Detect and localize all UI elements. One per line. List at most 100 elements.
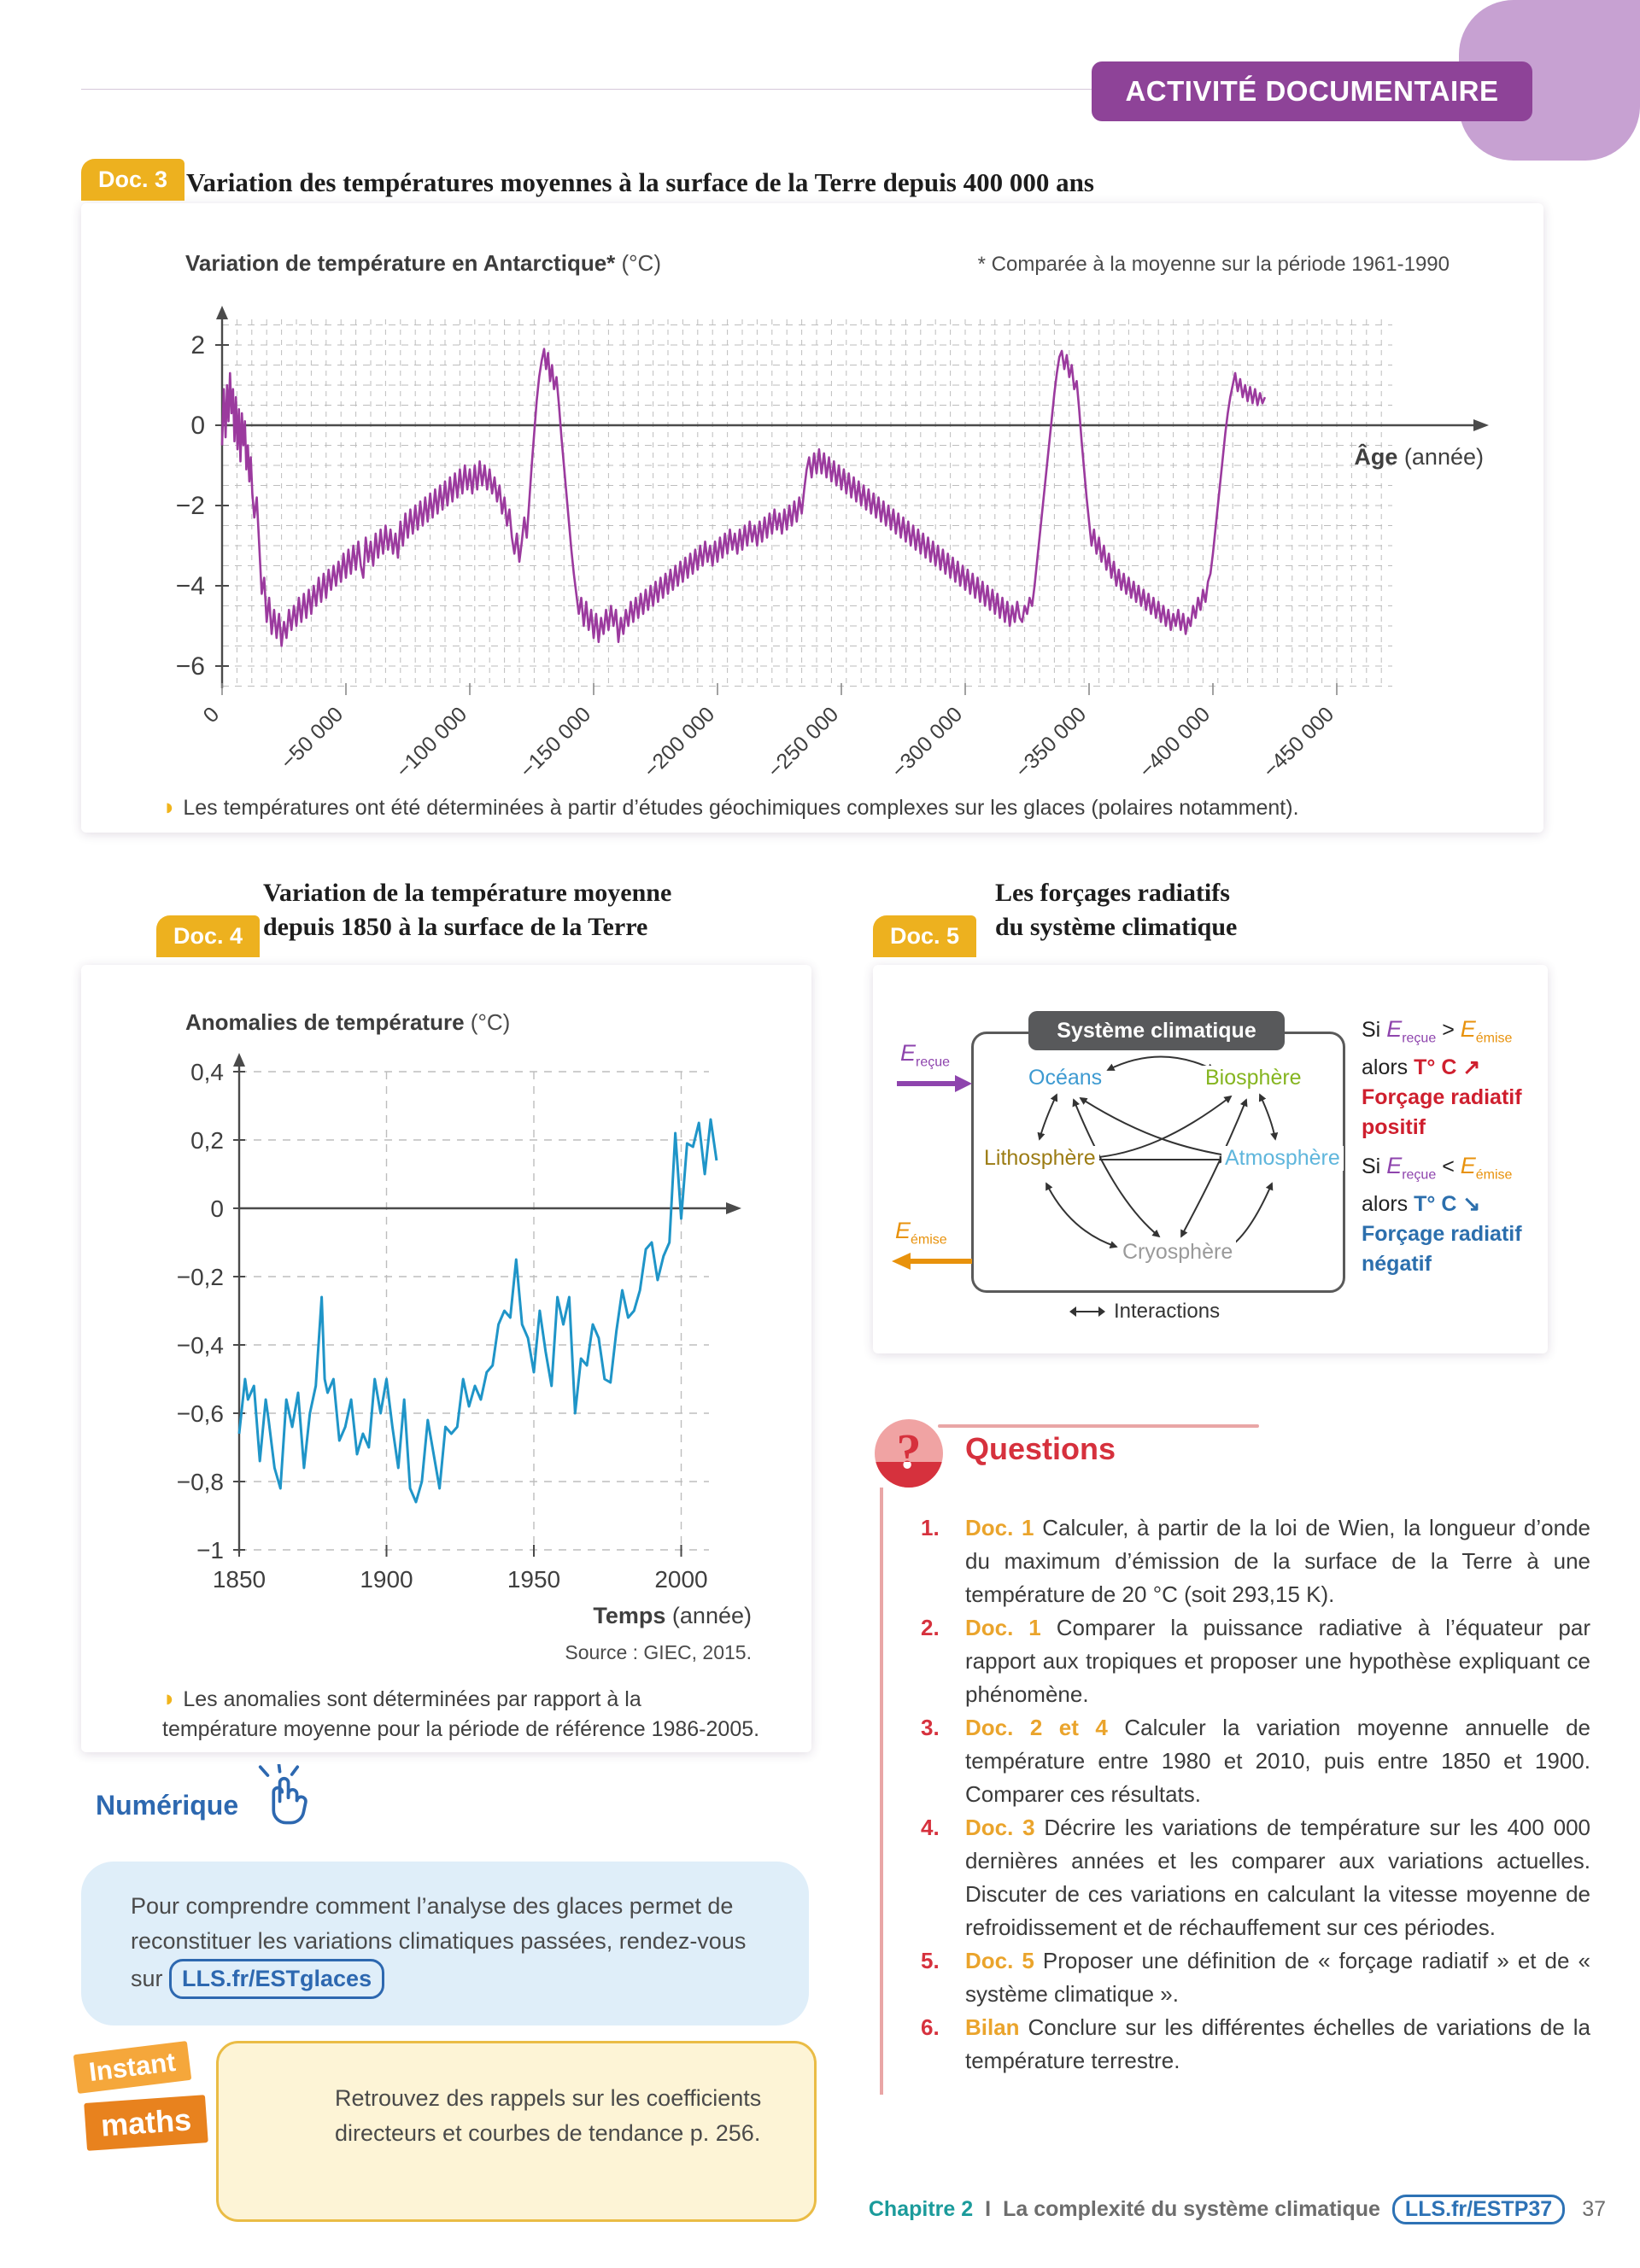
x-tick-label: 1950	[507, 1566, 560, 1593]
doc4-chart-label-text: Anomalies de température	[185, 1009, 465, 1035]
y-tick-label: 0	[210, 1195, 224, 1222]
instant-maths-text: Retrouvez des rappels sur les coefficien…	[335, 2085, 762, 2146]
node-lithosphere: Lithosphère	[981, 1146, 1099, 1171]
x-tick-label: −250 000	[763, 702, 843, 782]
interaction-arrow	[1106, 1055, 1215, 1071]
questions-header-rule	[938, 1424, 1259, 1428]
numerique-box: Pour comprendre comment l’analyse des gl…	[81, 1862, 809, 2025]
x-tick-label: 1900	[360, 1566, 413, 1593]
energy-in-arrow-icon	[897, 1075, 972, 1092]
double-arrow-icon	[1069, 1306, 1105, 1317]
caption-bullet-icon: ◗	[162, 794, 177, 820]
question-item-5: 5. Doc. 5 Proposer une définition de « f…	[883, 1944, 1590, 2011]
doc3-chart-label-unit: (°C)	[615, 250, 662, 276]
question-doc-ref: Doc. 3	[965, 1815, 1035, 1840]
header-rule	[81, 89, 1093, 90]
question-item-1: 1. Doc. 1 Calculer, à partir de la loi d…	[883, 1511, 1590, 1611]
positive-forcing-line1: Forçage radiatif	[1362, 1085, 1522, 1110]
doc5-title-line1: Les forçages radiatifs	[995, 879, 1230, 907]
energy-received-label: Ereçue	[900, 1040, 950, 1070]
energy-out-arrow-icon	[892, 1253, 972, 1270]
question-text: Calculer, à partir de la loi de Wien, la…	[965, 1515, 1590, 1607]
x-tick-label: −300 000	[887, 702, 967, 782]
x-tick-label: 0	[199, 702, 225, 728]
energy-emitted-label: Eémise	[895, 1218, 947, 1248]
doc5-badge: Doc. 5	[873, 915, 977, 957]
y-tick-label: 0,4	[190, 1059, 224, 1085]
negative-forcing-line2: négatif	[1362, 1252, 1432, 1277]
numerique-text: Pour comprendre comment l’analyse des gl…	[131, 1889, 767, 1999]
interaction-arrow	[1089, 1095, 1233, 1162]
question-text: Comparer la puissance radiative à l’équa…	[965, 1615, 1590, 1707]
doc4-title-line2: depuis 1850 à la surface de la Terre	[263, 913, 648, 941]
question-item-4: 4. Doc. 3 Décrire les variations de temp…	[883, 1811, 1590, 1944]
footer-chapter: Chapitre 2	[868, 2197, 974, 2221]
questions-list: 1. Doc. 1 Calculer, à partir de la loi d…	[880, 1488, 1590, 2095]
question-item-3: 3. Doc. 2 et 4 Calculer la variation moy…	[883, 1711, 1590, 1811]
instant-maths-tag2: maths	[84, 2095, 208, 2151]
y-tick-label: 0,2	[190, 1127, 224, 1154]
x-tick-label: −150 000	[515, 702, 595, 782]
y-tick-label: −1	[196, 1537, 224, 1564]
x-tick-label: −400 000	[1134, 702, 1215, 782]
y-tick-label: −4	[176, 572, 205, 600]
doc4-source: Source : GIEC, 2015.	[565, 1641, 752, 1663]
x-tick-label: −100 000	[391, 702, 472, 782]
estglaces-link[interactable]: LLS.fr/ESTglaces	[169, 1959, 385, 1999]
interaction-arrow	[1180, 1098, 1248, 1238]
x-tick-label: −350 000	[1010, 702, 1091, 782]
node-atmosphere: Atmosphère	[1221, 1146, 1344, 1171]
doc3-caption: ◗ Les températures ont été déterminées à …	[162, 792, 1461, 823]
doc3-caption-text: Les températures ont été déterminées à p…	[183, 796, 1299, 820]
interaction-arrow	[1226, 1182, 1274, 1249]
doc4-card: Anomalies de température (°C) 0,4 0,2 0 −0,…	[81, 965, 811, 1752]
question-doc-ref: Bilan	[965, 2014, 1020, 2040]
doc4-title-line1: Variation de la température moyenne	[263, 879, 672, 907]
y-tick-label: −6	[176, 652, 205, 681]
climate-system-label: Système climatique	[1028, 1011, 1285, 1050]
doc5-card: Système climatique Océans Biosphère Lith…	[873, 965, 1548, 1353]
e-recue-sub: reçue	[916, 1055, 951, 1070]
x-tick-label: −50 000	[276, 702, 348, 774]
positive-condition: Si Ereçue > Eémise	[1362, 1016, 1513, 1046]
question-doc-ref: Doc. 1	[965, 1615, 1041, 1640]
y-tick-label: −0,2	[177, 1264, 224, 1290]
y-tick-label: 0	[190, 412, 205, 440]
interaction-arrow	[1258, 1093, 1279, 1141]
doc4-caption: ◗ Les anomalies sont déterminées par rapp…	[162, 1684, 760, 1745]
page-footer: Chapitre 2 I La complexité du système cl…	[869, 2195, 1606, 2224]
y-tick-label: −0,4	[177, 1332, 224, 1359]
anomaly-curve	[237, 1118, 718, 1504]
footer-separator: I	[985, 2197, 992, 2221]
question-number: 5.	[921, 1948, 940, 1973]
estp37-link[interactable]: LLS.fr/ESTP37	[1391, 2195, 1566, 2224]
questions-title: Questions	[965, 1431, 1116, 1466]
interaction-arrow	[1037, 1093, 1058, 1141]
interactions-legend-text: Interactions	[1114, 1300, 1221, 1323]
question-doc-ref: Doc. 1	[965, 1515, 1034, 1540]
y-tick-label: −0,8	[177, 1469, 224, 1495]
interaction-arrow	[1079, 1097, 1245, 1161]
question-number: 2.	[921, 1615, 940, 1640]
doc4-caption-text: Les anomalies sont déterminées par rappo…	[162, 1687, 760, 1741]
question-item-2: 2. Doc. 1 Comparer la puissance radiativ…	[883, 1611, 1590, 1711]
question-number: 4.	[921, 1815, 940, 1840]
doc5-title: Les forçages radiatifs du système climat…	[995, 876, 1237, 944]
negative-forcing-line1: Forçage radiatif	[1362, 1222, 1522, 1247]
doc3-badge: Doc. 3	[81, 159, 185, 201]
doc4-title: Variation de la température moyenne depu…	[263, 876, 671, 944]
negative-forcing-block: Si Ereçue < Eémise alors T° C ↘ Forçage …	[1362, 1151, 1556, 1279]
y-tick-label: −2	[176, 492, 205, 520]
doc3-title: Variation des températures moyennes à la…	[186, 167, 1094, 197]
x-axis-label: Âge (année)	[1354, 443, 1484, 470]
instant-maths-tag1: Instant	[73, 2041, 191, 2094]
interactions-legend: Interactions	[1069, 1300, 1220, 1324]
antarctic-temperature-chart: 2 0 −2 −4 −6 0 −50 000 −100 000 −150 000 −200 000…	[176, 306, 1489, 782]
y-tick-label: −0,6	[177, 1400, 224, 1427]
question-text: Calculer la variation moyenne annuelle d…	[965, 1715, 1590, 1807]
question-number: 3.	[921, 1715, 940, 1740]
node-oceans: Océans	[1025, 1066, 1106, 1090]
y-tick-label: 2	[190, 331, 205, 359]
